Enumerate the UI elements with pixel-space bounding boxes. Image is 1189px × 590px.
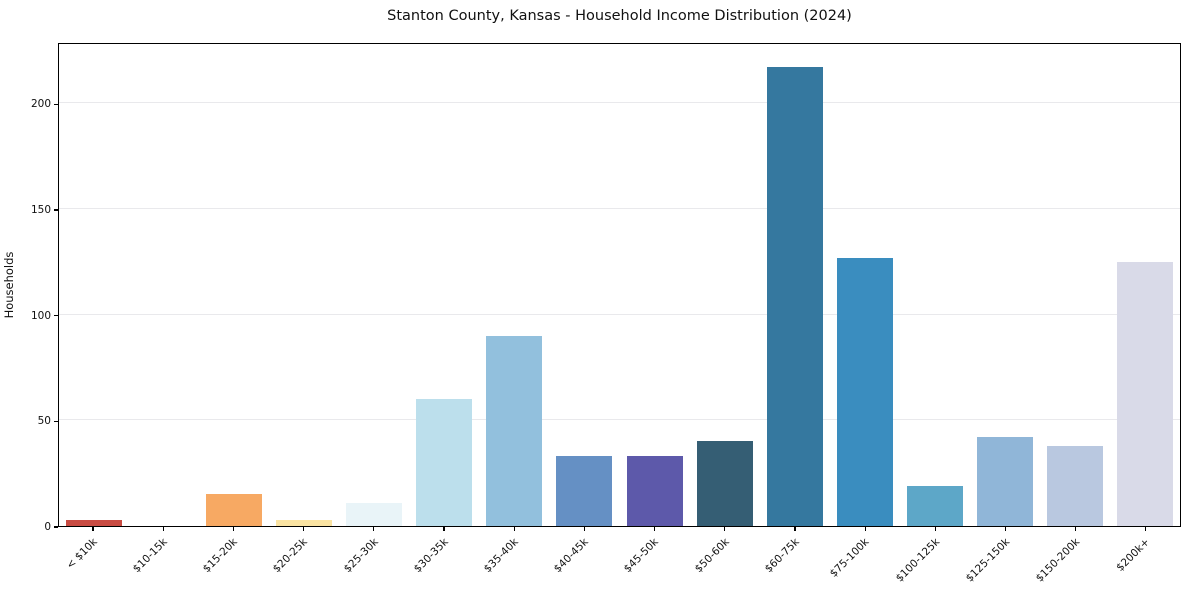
x-tick-label-7: $40-45k	[551, 536, 591, 576]
x-tick-mark-2	[232, 527, 235, 531]
x-tick-mark-3	[303, 527, 305, 531]
bar-slot-3	[269, 44, 339, 526]
y-tick-label-100: 100	[30, 309, 51, 322]
bar-$40-45k	[556, 456, 613, 526]
bar-slot-2	[199, 44, 269, 526]
bar-$35-40k	[486, 335, 543, 526]
gridline-y-200	[59, 102, 1180, 104]
bar-slot-14	[1040, 44, 1110, 526]
y-tick-mark-200	[54, 103, 58, 105]
x-tick-mark-7	[583, 527, 585, 531]
bar-$50-60k	[696, 441, 753, 526]
y-tick-label-150: 150	[30, 203, 51, 216]
y-tick-label-0: 0	[44, 521, 51, 533]
bar-$45-50k	[626, 456, 683, 526]
bar-$20-25k	[276, 519, 333, 526]
bar-slot-0	[59, 44, 129, 526]
x-tick-label-12: $100-125k	[893, 536, 942, 585]
x-tick-label-8: $45-50k	[621, 536, 662, 576]
x-tick-label-3: $20-25k	[271, 536, 311, 576]
bar-$30-35k	[416, 399, 473, 526]
x-tick-label-15: $200k+	[1114, 536, 1153, 574]
bar-$100-125k	[906, 485, 963, 526]
x-tick-label-9: $50-60k	[692, 536, 732, 576]
bar-slot-12	[900, 44, 970, 526]
bar-slot-8	[620, 44, 690, 526]
bar-slot-15	[1110, 44, 1180, 526]
x-tick-mark-12	[934, 527, 936, 531]
x-tick-label-10: $60-75k	[762, 536, 802, 576]
x-tick-label-0: < $10k	[64, 536, 100, 572]
gridline-y-150	[59, 207, 1180, 209]
bar-$200k+	[1116, 261, 1173, 526]
y-tick-mark-150	[54, 209, 58, 211]
x-tick-label-13: $125-150k	[963, 536, 1013, 585]
bar-$150-200k	[1046, 445, 1103, 526]
bar-slot-7	[549, 44, 619, 526]
bar-slot-13	[970, 44, 1040, 526]
x-tick-label-6: $35-40k	[481, 536, 521, 576]
bar-$75-100k	[836, 257, 893, 526]
x-tick-mark-11	[864, 527, 866, 531]
gridline-y-100	[59, 313, 1180, 315]
x-tick-mark-4	[373, 527, 375, 531]
y-tick-mark-100	[54, 315, 58, 317]
x-tick-mark-15	[1145, 527, 1147, 531]
plot-area	[58, 43, 1181, 527]
y-axis-label: Households	[2, 251, 16, 319]
bar-slot-6	[479, 44, 549, 526]
x-tick-label-1: $10-15k	[130, 536, 170, 576]
x-tick-mark-13	[1004, 527, 1007, 531]
x-tick-mark-0	[92, 527, 94, 531]
x-tick-label-11: $75-100k	[827, 536, 872, 580]
x-tick-mark-8	[653, 527, 656, 531]
bar-$60-75k	[766, 67, 823, 526]
x-tick-label-14: $150-200k	[1033, 536, 1083, 585]
x-tick-label-2: $15-20k	[200, 536, 240, 576]
x-tick-mark-6	[513, 527, 515, 531]
chart-title: Stanton County, Kansas - Household Incom…	[387, 8, 852, 24]
x-tick-label-4: $25-30k	[341, 536, 381, 576]
bar-slot-10	[760, 44, 830, 526]
bar-slot-9	[690, 44, 760, 526]
y-tick-mark-0	[54, 526, 58, 528]
x-tick-mark-5	[443, 527, 445, 531]
bars-layer	[59, 44, 1180, 526]
gridline-y-50	[59, 419, 1180, 421]
bar-slot-4	[339, 44, 409, 526]
y-tick-label-200: 200	[30, 98, 51, 111]
x-tick-mark-14	[1075, 527, 1077, 531]
bar-slot-5	[409, 44, 479, 526]
y-tick-mark-50	[54, 420, 58, 422]
bar-slot-11	[830, 44, 900, 526]
bar-$15-20k	[206, 494, 263, 526]
bar-$25-30k	[346, 502, 403, 526]
bar-< $10k	[66, 519, 123, 526]
y-tick-label-50: 50	[37, 415, 51, 428]
bar-slot-1	[129, 44, 199, 526]
x-tick-mark-1	[162, 527, 164, 531]
x-tick-mark-10	[794, 527, 796, 531]
x-tick-mark-9	[724, 527, 726, 531]
bar-$125-150k	[976, 437, 1033, 526]
x-tick-label-5: $30-35k	[411, 536, 451, 576]
